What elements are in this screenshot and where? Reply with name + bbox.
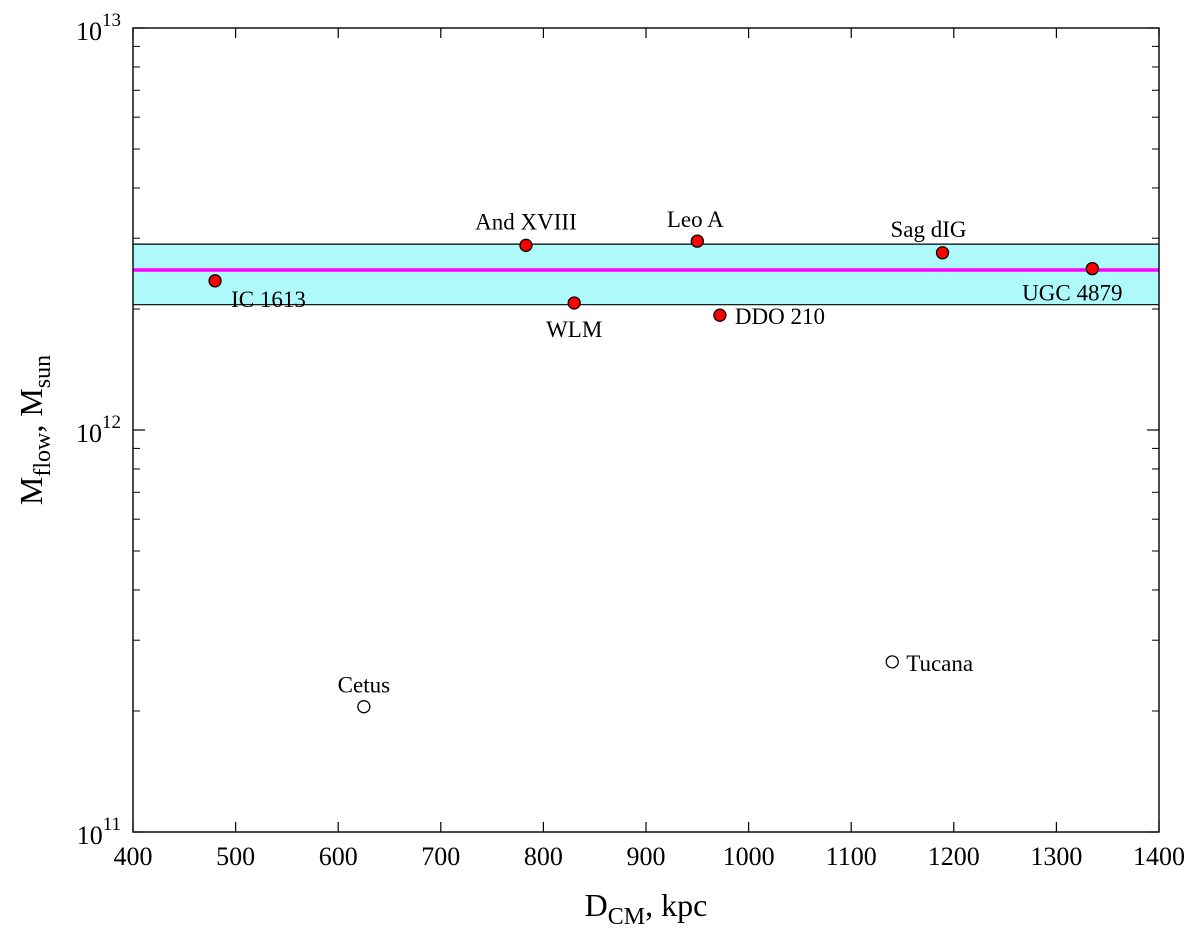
point-label-cetus: Cetus xyxy=(338,673,390,698)
point-label-leo-a: Leo A xyxy=(667,207,724,232)
point-label-ic-1613: IC 1613 xyxy=(231,287,306,312)
plot-frame xyxy=(132,27,1160,833)
point-sag-dig xyxy=(935,246,950,260)
x-axis-label: DCM, kpc xyxy=(585,887,708,930)
point-and-xviii xyxy=(519,238,533,252)
point-label-ugc-4879: UGC 4879 xyxy=(1022,281,1122,306)
x-tick-label: 600 xyxy=(319,842,358,871)
point-ugc-4879 xyxy=(1085,261,1099,276)
x-tick-label: 400 xyxy=(114,842,153,871)
y-tick-label: 1011 xyxy=(77,814,121,850)
point-ddo-210 xyxy=(713,308,727,322)
plot-background xyxy=(133,28,1159,832)
y-tick-label: 1012 xyxy=(76,412,121,448)
x-tick-label: 1400 xyxy=(1133,842,1185,871)
point-cetus xyxy=(357,700,371,714)
point-label-ddo-210: DDO 210 xyxy=(735,304,825,329)
mass-range-band xyxy=(133,244,1159,305)
x-tick-label: 800 xyxy=(524,842,563,871)
point-label-and-xviii: And XVIII xyxy=(475,209,577,234)
x-tick-label: 700 xyxy=(421,842,460,871)
point-label-sag-dig: Sag dIG xyxy=(890,217,966,242)
x-tick-label: 1300 xyxy=(1030,842,1082,871)
point-label-wlm: WLM xyxy=(546,317,602,342)
x-tick-label: 900 xyxy=(627,842,666,871)
y-axis-label: Mflow, Msun xyxy=(13,355,56,505)
x-tick-label: 500 xyxy=(216,842,255,871)
x-tick-label: 1100 xyxy=(826,842,877,871)
point-label-tucana: Tucana xyxy=(906,651,973,676)
x-tick-label: 1000 xyxy=(723,842,775,871)
point-wlm xyxy=(567,296,581,310)
point-leo-a xyxy=(690,234,704,248)
point-tucana xyxy=(885,655,899,669)
point-ic-1613 xyxy=(208,274,222,288)
y-tick-label: 1013 xyxy=(76,10,121,46)
x-tick-label: 1200 xyxy=(928,842,980,871)
